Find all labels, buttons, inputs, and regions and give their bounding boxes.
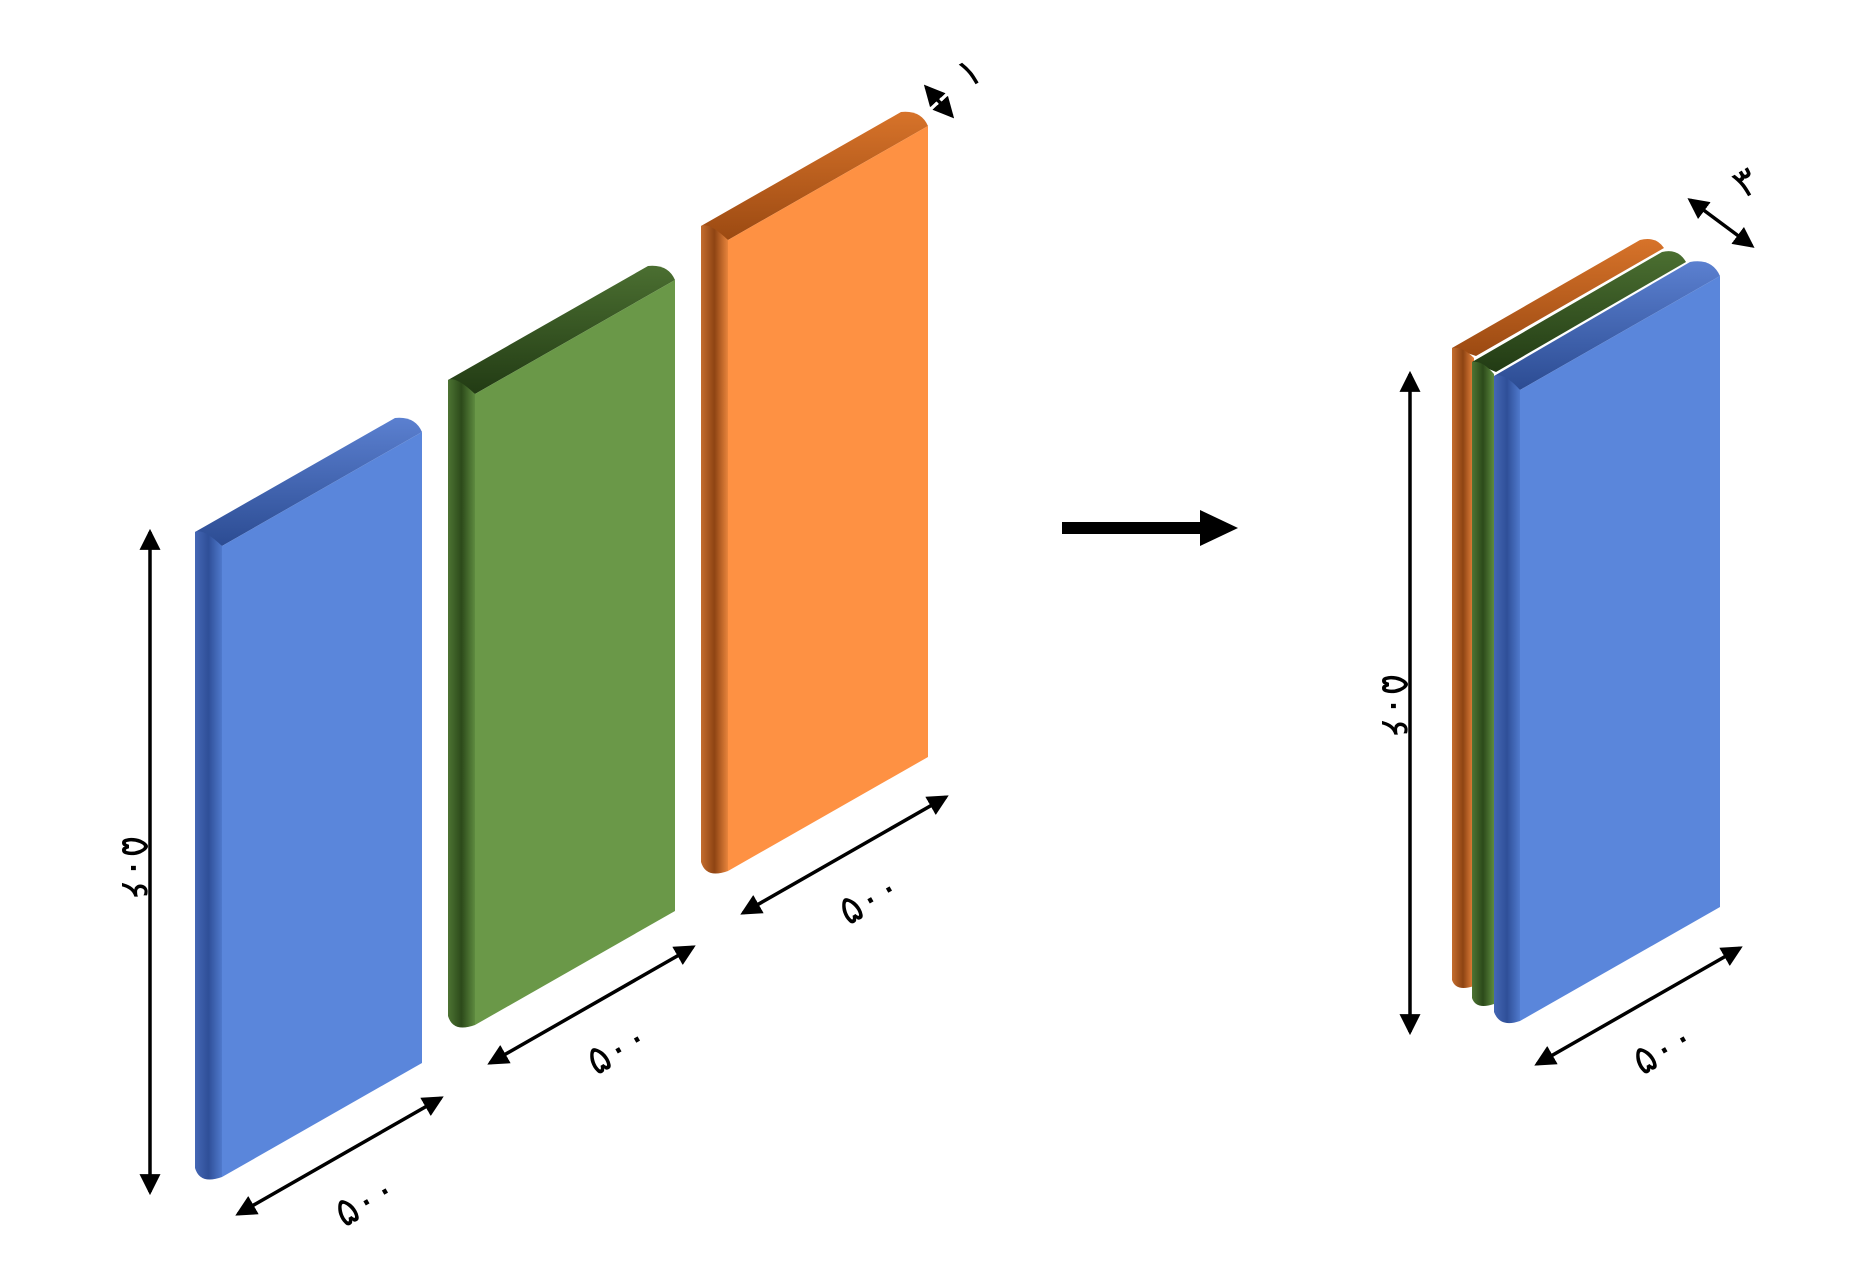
right-thickness-label: ۳ [1725, 157, 1767, 208]
stacked-blue-side-face [1494, 375, 1520, 1024]
left-thickness-arrow [923, 84, 955, 119]
right-width-label: ۵۰۰ [1624, 1013, 1703, 1085]
blue-width-label: ۵۰۰ [326, 1165, 405, 1237]
right-group: ۵۰۶ ۵۰۰ ۳ [1372, 157, 1766, 1084]
arrow-right-icon [1062, 510, 1238, 546]
green-width-label: ۵۰۰ [578, 1013, 657, 1085]
blue-panel-top-face [195, 417, 422, 546]
orange-panel-side-face [701, 225, 728, 874]
stacked-blue-front-face [1520, 276, 1720, 1021]
green-panel-top-face [448, 265, 675, 394]
right-width-arrow [1534, 946, 1743, 1066]
stacked-orange-layer [1452, 239, 1664, 988]
green-panel [448, 265, 675, 1028]
right-height-label: ۵۰۶ [1372, 674, 1418, 738]
stacked-green-top-face [1472, 251, 1686, 372]
blue-width-arrow [235, 1096, 444, 1216]
stacked-orange-top-face [1452, 239, 1664, 356]
orange-width-arrow [740, 795, 949, 915]
blue-panel-front-face [222, 432, 422, 1177]
green-width-arrow [487, 945, 696, 1065]
right-thickness-arrow [1687, 198, 1755, 248]
stacked-green-side-face [1472, 361, 1494, 1006]
green-panel-side-face [448, 379, 475, 1028]
stacked-blue-layer [1494, 261, 1720, 1024]
blue-panel [195, 417, 422, 1180]
orange-panel-top-face [701, 111, 928, 241]
orange-panel [701, 111, 928, 874]
stacked-blue-top-face [1494, 261, 1720, 390]
orange-panel-front-face [728, 126, 928, 871]
orange-width-label: ۵۰۰ [830, 863, 909, 935]
left-thickness-label: ۱ [949, 47, 991, 98]
left-group: ۵۰۶ ۵۰۰ ۵۰۰ ۵۰۰ ۱ [112, 47, 990, 1236]
stacked-green-layer [1472, 251, 1686, 1006]
left-height-label: ۵۰۶ [112, 836, 158, 900]
green-panel-front-face [475, 280, 675, 1025]
blue-panel-side-face [195, 531, 222, 1180]
stacked-orange-side-face [1452, 347, 1474, 988]
